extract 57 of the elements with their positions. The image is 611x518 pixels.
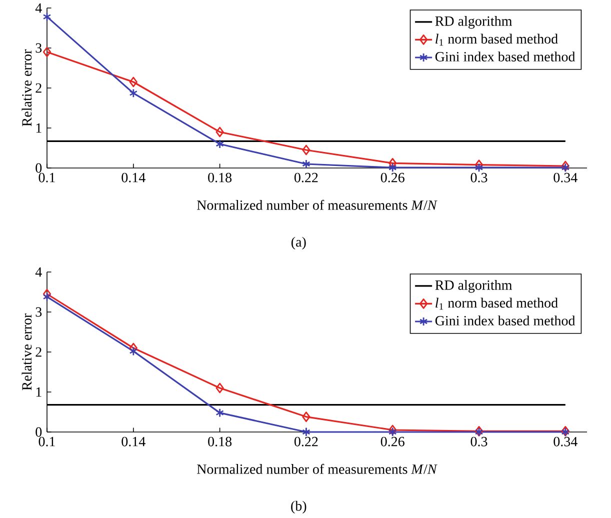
legend-label: RD algorithm [435, 280, 512, 293]
y-tick-label: 0 [36, 163, 42, 173]
text: (b) [291, 500, 306, 514]
x-tick-label: 0.14 [122, 172, 146, 182]
point [42, 12, 52, 22]
point [388, 427, 397, 437]
point [302, 144, 310, 156]
point [216, 408, 224, 418]
legend-label: Gini index based method [435, 316, 576, 326]
point [302, 159, 310, 169]
x-tick-label: 0.22 [294, 436, 318, 446]
point [129, 76, 138, 88]
point [216, 126, 224, 138]
x-tick-label: 0.34 [554, 436, 578, 446]
y-tick-label: 1 [36, 123, 42, 133]
point [302, 427, 310, 437]
x-tick-label: 0.1 [38, 172, 55, 182]
point [388, 424, 397, 436]
y-tick-label: 4 [35, 3, 42, 13]
x-axis-title: Normalized number of measurements M/N [197, 200, 438, 210]
x-tick-label: 0.18 [208, 172, 232, 182]
y-tick-label: 3 [36, 43, 42, 53]
x-tick-label: 0.34 [554, 172, 578, 182]
point [42, 292, 52, 302]
legend-label: RD algorithm [435, 16, 512, 29]
y-tick-label: 4 [35, 267, 42, 277]
y-axis-title: Relative error [22, 49, 32, 126]
y-tick-label: 2 [36, 83, 42, 93]
x-tick-label: 0.26 [380, 172, 404, 182]
point [129, 88, 138, 98]
x-tick-label: 0.14 [122, 436, 146, 446]
y-tick-label: 1 [36, 387, 42, 397]
x-tick-label: 0.26 [380, 436, 404, 446]
x-tick-label: 0.22 [294, 172, 318, 182]
point [216, 382, 224, 394]
point [129, 346, 138, 356]
x-axis-title: Normalized number of measurements M/N [197, 464, 438, 474]
y-axis-title: Relative error [22, 313, 32, 390]
point [129, 342, 138, 354]
point [302, 412, 310, 422]
y-tick-label: 3 [36, 307, 42, 317]
point [42, 288, 52, 300]
legend-label: l$_{1}$ norm based method [436, 298, 558, 310]
point [388, 162, 397, 172]
y-tick-label: 2 [36, 347, 42, 357]
legend-label: l$_{1}$ norm based method [436, 34, 558, 46]
x-tick-label: 0.1 [38, 436, 55, 446]
point [216, 139, 224, 149]
x-tick-label: 0.3 [470, 172, 488, 182]
x-tick-label: 0.18 [208, 436, 232, 446]
legend-label: Gini index based method [435, 52, 576, 62]
y-tick-label: 0 [36, 427, 42, 437]
point [42, 46, 52, 58]
text: (a) [291, 236, 306, 250]
point [474, 160, 484, 170]
x-tick-label: 0.3 [470, 436, 488, 446]
point [474, 162, 484, 172]
